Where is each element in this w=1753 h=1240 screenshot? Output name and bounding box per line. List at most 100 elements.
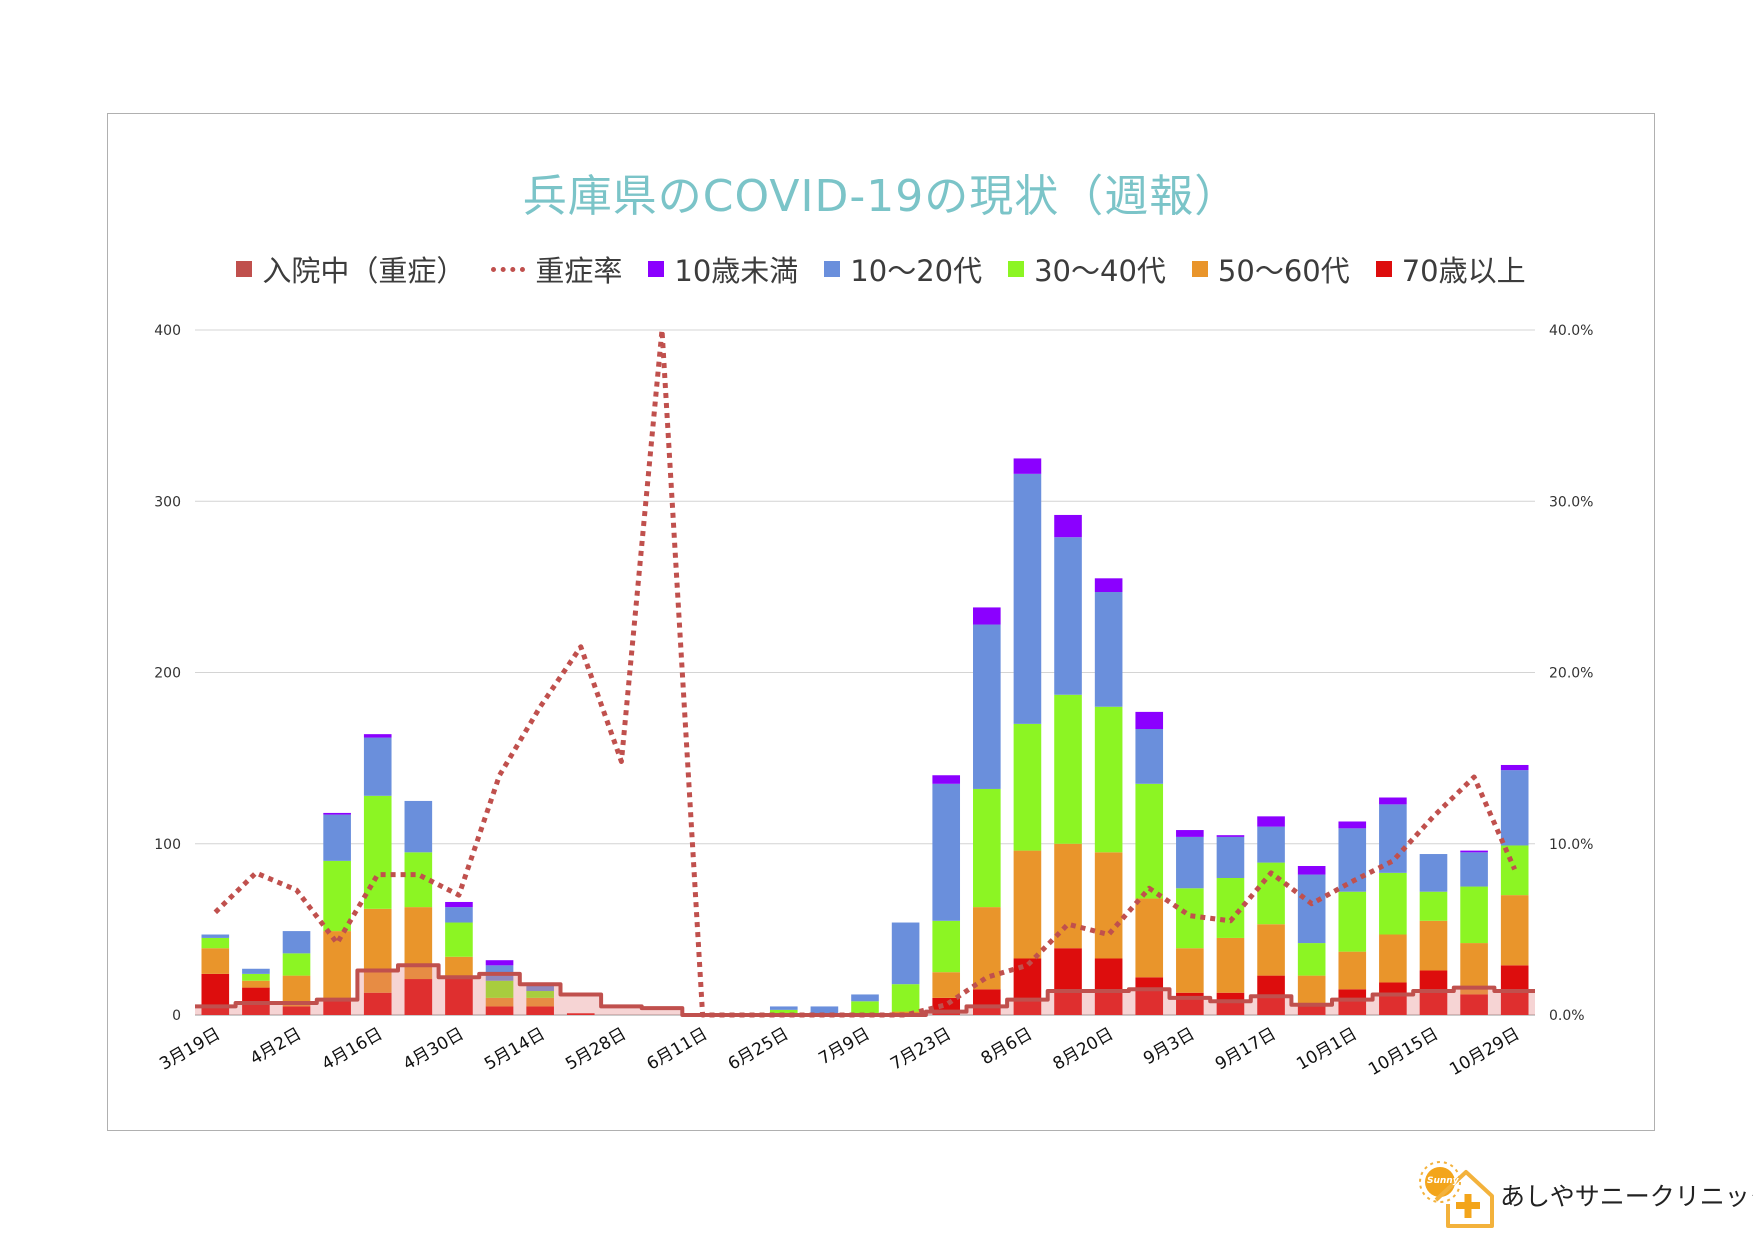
bar-segment xyxy=(891,984,920,1012)
x-tick-label: 4月30日 xyxy=(400,1024,468,1075)
bar-segment xyxy=(1379,797,1407,805)
bar-segment xyxy=(323,812,351,815)
bar-segment xyxy=(1176,888,1204,949)
bar-segment xyxy=(242,980,270,988)
bar-segment xyxy=(1135,711,1164,730)
bar-segment xyxy=(485,980,514,998)
bar-segment xyxy=(1338,951,1367,990)
bar-segment xyxy=(566,1013,595,1015)
x-tick-label: 6月25日 xyxy=(725,1024,793,1075)
bar-segment xyxy=(1500,845,1529,896)
bar-segment xyxy=(973,607,1001,625)
bar-segment xyxy=(1297,943,1326,976)
bar-segment xyxy=(1379,804,1407,873)
bar-segment xyxy=(1338,989,1367,1015)
logo-clinic-name: あしやサニークリニック xyxy=(1500,1182,1753,1211)
x-tick-label: 8月20日 xyxy=(1050,1024,1118,1075)
y-left-tick-label: 100 xyxy=(154,837,181,853)
bar-segment xyxy=(282,931,311,954)
bar-segment xyxy=(1094,578,1123,593)
bar-segment xyxy=(526,991,554,998)
bar-segment xyxy=(1094,706,1123,853)
bar-segment xyxy=(445,922,473,957)
bar-segment xyxy=(242,973,270,981)
bar-segment xyxy=(1379,872,1407,935)
bar-segment xyxy=(323,931,351,1000)
bar-segment xyxy=(526,997,554,1007)
x-tick-label: 7月9日 xyxy=(815,1024,873,1069)
legend-swatch xyxy=(236,261,253,277)
bar-segment xyxy=(932,783,961,921)
bar-segment xyxy=(1460,886,1488,944)
x-tick-label: 3月19日 xyxy=(156,1024,224,1075)
bar-segment xyxy=(323,860,351,932)
bar-segment xyxy=(1094,592,1123,707)
y-right-tick-label: 40.0% xyxy=(1549,323,1593,339)
legend-label: 10歳未満 xyxy=(674,254,799,288)
bar-segment xyxy=(1460,850,1488,853)
bar-segment xyxy=(323,814,351,861)
bar-segment xyxy=(363,737,392,796)
bar-segment xyxy=(1216,992,1245,1015)
bar-segment xyxy=(769,1009,798,1014)
bar-segment xyxy=(445,907,473,923)
legend-swatch xyxy=(824,261,841,277)
bar-segment xyxy=(973,989,1001,1015)
bar-segment xyxy=(891,922,920,985)
legend-swatch xyxy=(491,266,526,272)
legend-item: 50〜60代 xyxy=(1191,248,1350,290)
bar-segment xyxy=(445,956,473,978)
bar-segment xyxy=(242,968,270,974)
y-left-tick-label: 0 xyxy=(172,1008,181,1024)
chart-frame xyxy=(107,113,1655,1131)
bar-segment xyxy=(1054,537,1082,695)
bar-segment xyxy=(1500,770,1529,846)
bar-segment xyxy=(932,920,961,973)
y-left-tick-label: 400 xyxy=(154,323,181,339)
bar-segment xyxy=(1257,924,1285,976)
bar-segment xyxy=(485,997,514,1007)
bar-segment xyxy=(323,999,351,1015)
bar-segment xyxy=(363,795,392,909)
legend-item: 10〜20代 xyxy=(824,248,982,290)
legend-label: 入院中（重症） xyxy=(262,254,466,288)
bar-segment xyxy=(1013,850,1042,959)
y-right-tick-label: 30.0% xyxy=(1549,494,1593,510)
bar-segment xyxy=(1013,958,1042,1015)
x-tick-label: 10月29日 xyxy=(1446,1024,1523,1080)
legend-label: 70歳以上 xyxy=(1401,254,1526,288)
bar-segment xyxy=(282,953,311,976)
bar-segment xyxy=(1013,723,1042,851)
bar-segment xyxy=(485,1006,514,1015)
x-tick-label: 7月23日 xyxy=(887,1024,955,1075)
bar-segment xyxy=(201,948,230,974)
bar-segment xyxy=(1500,895,1529,966)
bar-segment xyxy=(404,979,433,1015)
bar-segment xyxy=(1054,843,1082,949)
bar-segment xyxy=(1500,764,1529,771)
x-tick-label: 9月3日 xyxy=(1140,1024,1198,1069)
bar-segment xyxy=(404,800,433,853)
bar-segment xyxy=(201,934,230,938)
bar-segment xyxy=(1419,854,1448,892)
bar-segment xyxy=(445,977,473,1015)
y-left-tick-label: 200 xyxy=(154,666,181,682)
bar-segment xyxy=(1338,821,1367,829)
bar-segment xyxy=(851,1001,879,1015)
legend: 入院中（重症） 重症率 10歳未満 10〜20代 30〜40代 50〜60代 70歳以上 xyxy=(107,248,1655,290)
legend-item: 10歳未満 xyxy=(648,248,798,290)
bar-segment xyxy=(1135,729,1164,784)
bar-segment xyxy=(1013,458,1042,474)
severity-rate-line xyxy=(213,327,1517,1018)
bar-segment xyxy=(526,1006,554,1015)
x-tick-label: 5月14日 xyxy=(481,1024,549,1075)
bar-segment xyxy=(1338,891,1367,952)
bar-segment xyxy=(526,982,554,992)
bar-segment xyxy=(1460,852,1488,887)
bar-segment xyxy=(1176,836,1204,889)
bar-segment xyxy=(932,972,961,998)
chart-title: 兵庫県のCOVID-19の現状（週報） xyxy=(522,171,1240,222)
x-tick-label: 4月2日 xyxy=(247,1024,305,1069)
bar-segment xyxy=(1176,948,1204,993)
bar-segment xyxy=(1054,948,1082,1015)
